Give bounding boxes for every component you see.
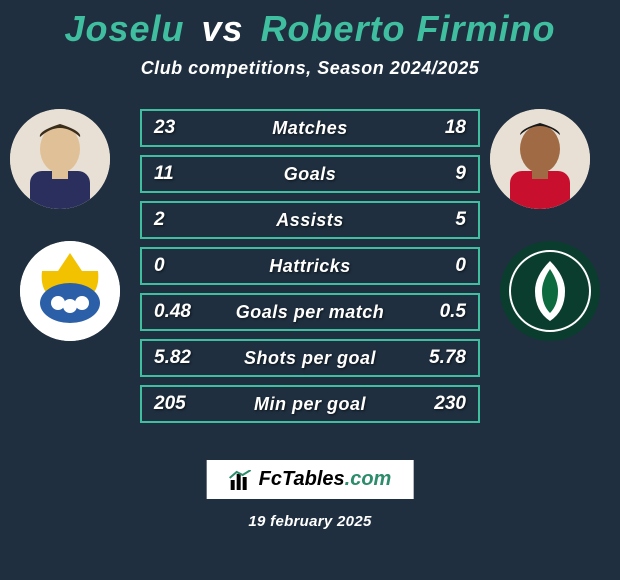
stat-row: 5.82 Shots per goal 5.78 (140, 339, 480, 377)
comparison-title: Joselu vs Roberto Firmino (0, 0, 620, 50)
player2-club-logo (500, 241, 600, 341)
player1-club-logo (20, 241, 120, 341)
stat-row: 0 Hattricks 0 (140, 247, 480, 285)
player1-avatar (10, 109, 110, 209)
stat-value-left: 2 (154, 209, 204, 231)
stat-row: 23 Matches 18 (140, 109, 480, 147)
brand-box: FcTables.com (207, 460, 414, 499)
title-player2: Roberto Firmino (261, 8, 556, 49)
stat-value-right: 5.78 (416, 347, 466, 369)
stat-row: 11 Goals 9 (140, 155, 480, 193)
title-player1: Joselu (64, 8, 184, 49)
stat-value-right: 18 (416, 117, 466, 139)
stat-value-right: 0 (416, 255, 466, 277)
brand-text-3: .com (345, 468, 392, 490)
title-vs: vs (202, 8, 244, 49)
content-area: 23Matches1811Goals92Assists50Hattricks00… (0, 109, 620, 429)
bar-chart-icon (229, 470, 253, 490)
date: 19 february 2025 (207, 513, 414, 530)
brand-text-1: Fc (259, 468, 282, 490)
stat-label: Min per goal (254, 394, 366, 415)
subtitle: Club competitions, Season 2024/2025 (0, 58, 620, 79)
stat-value-right: 230 (416, 393, 466, 415)
stat-value-left: 205 (154, 393, 204, 415)
stat-label: Matches (272, 118, 348, 139)
stat-label: Assists (276, 210, 344, 231)
stat-label: Shots per goal (244, 348, 376, 369)
stat-row: 2 Assists 5 (140, 201, 480, 239)
brand-text-2: Tables (282, 468, 345, 490)
stat-row: 205 Min per goal 230 (140, 385, 480, 423)
player2-avatar (490, 109, 590, 209)
stat-label: Goals per match (236, 302, 385, 323)
stat-value-left: 0.48 (154, 301, 204, 323)
stat-value-right: 5 (416, 209, 466, 231)
stat-value-left: 11 (154, 163, 204, 185)
stat-value-left: 0 (154, 255, 204, 277)
stat-row: 0.48 Goals per match 0.5 (140, 293, 480, 331)
stat-value-right: 0.5 (416, 301, 466, 323)
stat-label: Goals (284, 164, 337, 185)
stat-value-left: 5.82 (154, 347, 204, 369)
stats-table: 23Matches1811Goals92Assists50Hattricks00… (140, 109, 480, 431)
footer: FcTables.com 19 february 2025 (207, 460, 414, 530)
stat-label: Hattricks (269, 256, 351, 277)
stat-value-right: 9 (416, 163, 466, 185)
stat-value-left: 23 (154, 117, 204, 139)
